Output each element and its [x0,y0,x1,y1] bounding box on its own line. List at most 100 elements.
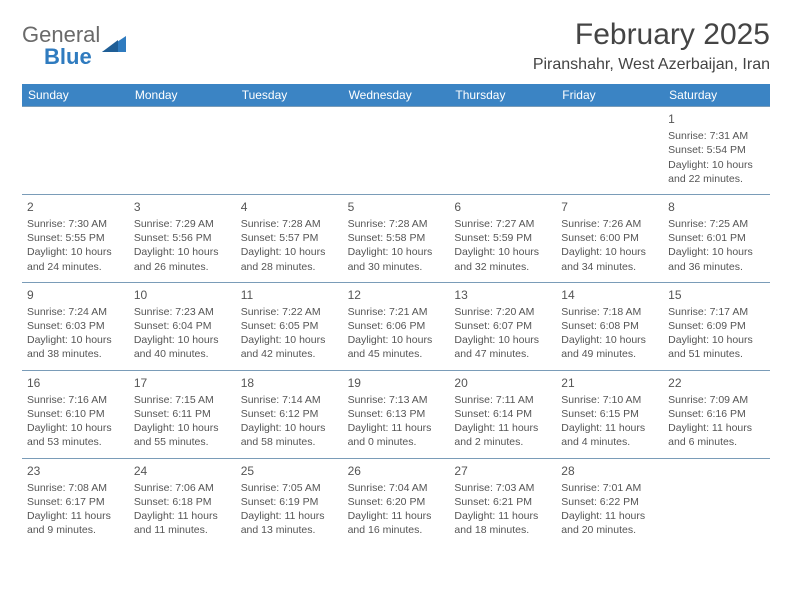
sunrise-line: Sunrise: 7:27 AM [454,217,551,231]
day-number: 17 [134,375,231,391]
sunrise-line: Sunrise: 7:22 AM [241,305,338,319]
weekday-header: Sunday [22,84,129,106]
sunset-line: Sunset: 6:09 PM [668,319,765,333]
sunrise-line: Sunrise: 7:13 AM [348,393,445,407]
daylight-line: Daylight: 10 hours and 55 minutes. [134,421,231,449]
day-info: Sunrise: 7:21 AMSunset: 6:06 PMDaylight:… [348,305,445,362]
daylight-line: Daylight: 10 hours and 32 minutes. [454,245,551,273]
calendar-cell: 22 Sunrise: 7:09 AMSunset: 6:16 PMDayligh… [663,370,770,458]
sunset-line: Sunset: 6:04 PM [134,319,231,333]
daylight-line: Daylight: 10 hours and 53 minutes. [27,421,124,449]
calendar-cell: 19Sunrise: 7:13 AMSunset: 6:13 PMDayligh… [343,370,450,458]
sunrise-line: Sunrise: 7:29 AM [134,217,231,231]
sunset-line: Sunset: 6:05 PM [241,319,338,333]
sunset-line: Sunset: 6:08 PM [561,319,658,333]
day-info: Sunrise: 7:09 AMSunset: 6:16 PMDaylight:… [668,393,765,450]
day-info: Sunrise: 7:14 AMSunset: 6:12 PMDaylight:… [241,393,338,450]
sunrise-line: Sunrise: 7:04 AM [348,481,445,495]
triangle-icon [102,34,128,59]
sunrise-line: Sunrise: 7:21 AM [348,305,445,319]
day-number: 6 [454,199,551,215]
day-number: 28 [561,463,658,479]
day-number: 25 [241,463,338,479]
sunrise-line: Sunrise: 7:05 AM [241,481,338,495]
calendar-cell [236,106,343,194]
sunrise-line: Sunrise: 7:28 AM [241,217,338,231]
sunset-line: Sunset: 6:17 PM [27,495,124,509]
daylight-line: Daylight: 11 hours and 16 minutes. [348,509,445,537]
calendar-cell: 26Sunrise: 7:04 AMSunset: 6:20 PMDayligh… [343,458,450,546]
sunset-line: Sunset: 6:06 PM [348,319,445,333]
weekday-header: Tuesday [236,84,343,106]
calendar-cell: 28Sunrise: 7:01 AMSunset: 6:22 PMDayligh… [556,458,663,546]
day-info: Sunrise: 7:28 AMSunset: 5:58 PMDaylight:… [348,217,445,274]
day-number: 14 [561,287,658,303]
sunset-line: Sunset: 6:01 PM [668,231,765,245]
day-info: Sunrise: 7:13 AMSunset: 6:13 PMDaylight:… [348,393,445,450]
day-info: Sunrise: 7:03 AMSunset: 6:21 PMDaylight:… [454,481,551,538]
sunrise-line: Sunrise: 7:10 AM [561,393,658,407]
sunrise-line: Sunrise: 7:09 AM [668,393,765,407]
sunset-line: Sunset: 5:55 PM [27,231,124,245]
day-info: Sunrise: 7:31 AMSunset: 5:54 PMDaylight:… [668,129,765,186]
sunset-line: Sunset: 6:16 PM [668,407,765,421]
day-number: 2 [27,199,124,215]
calendar-cell: 16 Sunrise: 7:16 AMSunset: 6:10 PMDayligh… [22,370,129,458]
sunset-line: Sunset: 5:54 PM [668,143,765,157]
day-number: 12 [348,287,445,303]
sunset-line: Sunset: 5:58 PM [348,231,445,245]
day-number: 3 [134,199,231,215]
calendar-cell: 21Sunrise: 7:10 AMSunset: 6:15 PMDayligh… [556,370,663,458]
daylight-line: Daylight: 10 hours and 24 minutes. [27,245,124,273]
sunrise-line: Sunrise: 7:17 AM [668,305,765,319]
sunset-line: Sunset: 6:03 PM [27,319,124,333]
daylight-line: Daylight: 11 hours and 20 minutes. [561,509,658,537]
day-info: Sunrise: 7:04 AMSunset: 6:20 PMDaylight:… [348,481,445,538]
calendar-cell [663,458,770,546]
day-number: 10 [134,287,231,303]
calendar-cell: 23Sunrise: 7:08 AMSunset: 6:17 PMDayligh… [22,458,129,546]
sunset-line: Sunset: 5:59 PM [454,231,551,245]
day-number: 16 [27,375,124,391]
sunset-line: Sunset: 6:13 PM [348,407,445,421]
day-info: Sunrise: 7:18 AMSunset: 6:08 PMDaylight:… [561,305,658,362]
day-number: 11 [241,287,338,303]
day-number: 22 [668,375,765,391]
calendar-header-row: SundayMondayTuesdayWednesdayThursdayFrid… [22,84,770,106]
sunrise-line: Sunrise: 7:26 AM [561,217,658,231]
sunset-line: Sunset: 5:57 PM [241,231,338,245]
daylight-line: Daylight: 10 hours and 47 minutes. [454,333,551,361]
day-number: 4 [241,199,338,215]
day-info: Sunrise: 7:05 AMSunset: 6:19 PMDaylight:… [241,481,338,538]
sunrise-line: Sunrise: 7:14 AM [241,393,338,407]
sunrise-line: Sunrise: 7:03 AM [454,481,551,495]
sunrise-line: Sunrise: 7:11 AM [454,393,551,407]
calendar-cell: 6 Sunrise: 7:27 AMSunset: 5:59 PMDaylight… [449,194,556,282]
sunset-line: Sunset: 6:10 PM [27,407,124,421]
day-info: Sunrise: 7:25 AMSunset: 6:01 PMDaylight:… [668,217,765,274]
daylight-line: Daylight: 10 hours and 30 minutes. [348,245,445,273]
calendar-cell: 14 Sunrise: 7:18 AMSunset: 6:08 PMDayligh… [556,282,663,370]
sunrise-line: Sunrise: 7:25 AM [668,217,765,231]
calendar-cell: 4Sunrise: 7:28 AMSunset: 5:57 PMDaylight… [236,194,343,282]
day-info: Sunrise: 7:26 AMSunset: 6:00 PMDaylight:… [561,217,658,274]
weekday-header: Thursday [449,84,556,106]
day-number: 1 [668,111,765,127]
sunrise-line: Sunrise: 7:18 AM [561,305,658,319]
sunrise-line: Sunrise: 7:20 AM [454,305,551,319]
calendar-cell: 17 Sunrise: 7:15 AMSunset: 6:11 PMDayligh… [129,370,236,458]
sunset-line: Sunset: 6:12 PM [241,407,338,421]
sunset-line: Sunset: 6:21 PM [454,495,551,509]
day-info: Sunrise: 7:15 AMSunset: 6:11 PMDaylight:… [134,393,231,450]
daylight-line: Daylight: 10 hours and 42 minutes. [241,333,338,361]
sunrise-line: Sunrise: 7:08 AM [27,481,124,495]
day-info: Sunrise: 7:17 AMSunset: 6:09 PMDaylight:… [668,305,765,362]
daylight-line: Daylight: 10 hours and 40 minutes. [134,333,231,361]
calendar-cell: 3Sunrise: 7:29 AMSunset: 5:56 PMDaylight… [129,194,236,282]
day-info: Sunrise: 7:16 AMSunset: 6:10 PMDaylight:… [27,393,124,450]
daylight-line: Daylight: 11 hours and 18 minutes. [454,509,551,537]
calendar-body: 1 Sunrise: 7:31 AMSunset: 5:54 PMDaylight… [22,106,770,545]
daylight-line: Daylight: 11 hours and 13 minutes. [241,509,338,537]
calendar-cell [556,106,663,194]
day-number: 7 [561,199,658,215]
